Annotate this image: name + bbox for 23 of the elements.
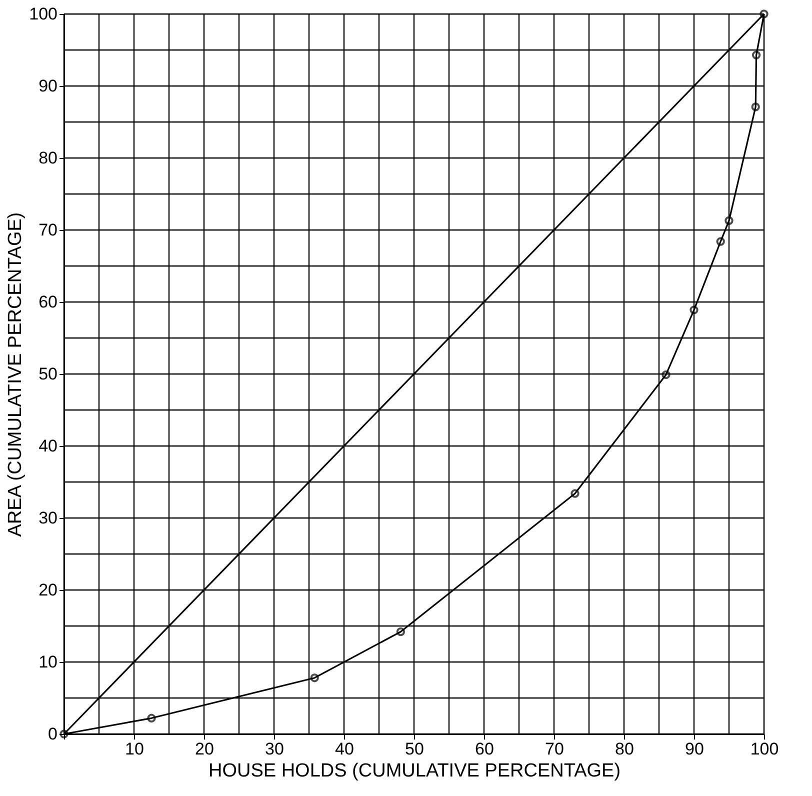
y-tick-label: 0	[48, 724, 58, 744]
y-tick-label: 80	[38, 148, 58, 168]
y-tick-label: 20	[38, 580, 58, 600]
x-axis-title: HOUSE HOLDS (CUMULATIVE PERCENTAGE)	[208, 760, 621, 782]
y-tick-label: 90	[38, 76, 58, 96]
x-tick-label: 100	[750, 740, 779, 758]
y-tick-label: 30	[38, 508, 58, 528]
y-tick-label: 60	[38, 292, 58, 312]
x-tick-label: 40	[335, 740, 354, 758]
x-tick-label: 10	[125, 740, 144, 758]
y-tick-label: 10	[38, 652, 58, 672]
y-tick-label: 50	[38, 364, 58, 384]
y-tick-label: 70	[38, 220, 58, 240]
y-tick-label: 100	[29, 4, 58, 24]
y-axis-title: AREA (CUMULATIVE PERCENTAGE)	[5, 212, 26, 537]
x-tick-label: 30	[265, 740, 284, 758]
x-tick-label: 60	[475, 740, 494, 758]
x-tick-label: 70	[545, 740, 564, 758]
x-tick-label: 20	[195, 740, 214, 758]
x-tick-label: 50	[405, 740, 424, 758]
y-tick-label: 40	[38, 436, 58, 456]
x-tick-label: 80	[615, 740, 634, 758]
x-tick-label: 90	[685, 740, 704, 758]
